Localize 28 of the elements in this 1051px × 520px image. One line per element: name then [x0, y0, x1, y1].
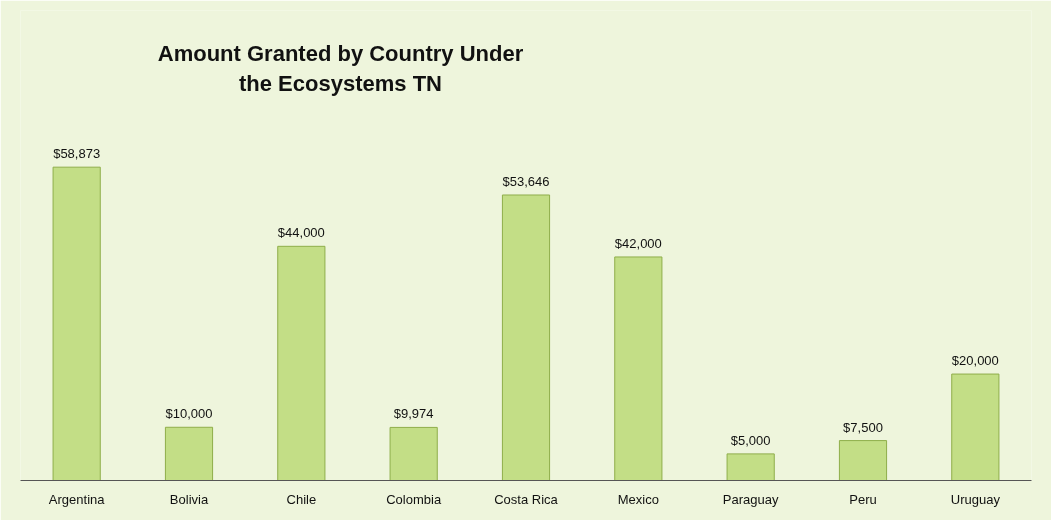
x-tick-label: Uruguay	[950, 491, 1001, 507]
data-label: $58,873	[53, 146, 101, 162]
data-label: $10,000	[165, 406, 213, 422]
data-label: $53,646	[502, 173, 550, 189]
bar	[277, 245, 326, 481]
x-tick-label: Mexico	[617, 491, 659, 507]
x-tick-label: Colombia	[386, 491, 442, 507]
bar	[164, 426, 214, 481]
data-label: $42,000	[614, 235, 662, 251]
data-label: $44,000	[277, 225, 325, 241]
x-tick-label: Chile	[286, 491, 317, 507]
data-label: $7,500	[843, 419, 883, 435]
chart-title: Amount Granted by Country Under the Ecosystems TN	[157, 40, 524, 96]
bar	[614, 256, 663, 481]
data-label: $5,000	[730, 432, 771, 448]
data-label: $20,000	[951, 353, 999, 369]
bar	[52, 166, 101, 481]
data-label: $9,974	[393, 406, 434, 422]
x-tick-label: Argentina	[48, 491, 106, 507]
x-tick-label: Paraguay	[722, 491, 779, 507]
bar	[726, 453, 775, 481]
x-tick-label: Peru	[849, 491, 877, 507]
bar	[951, 373, 1000, 481]
bar	[501, 194, 551, 481]
bar	[389, 426, 438, 481]
x-tick-label: Costa Rica	[494, 491, 559, 507]
x-tick-label: Bolivia	[169, 491, 209, 507]
bar	[838, 440, 888, 481]
